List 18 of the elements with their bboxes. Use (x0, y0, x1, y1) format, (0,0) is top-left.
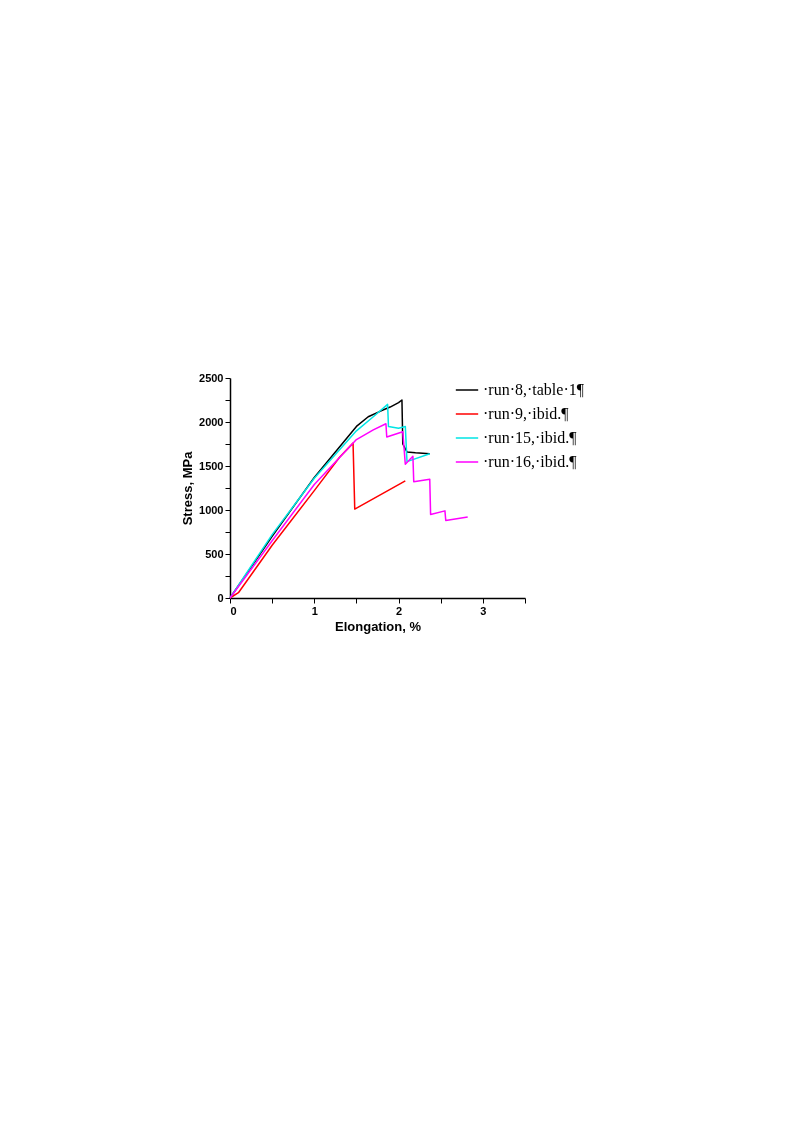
y-axis-title: Stress, MPa (180, 450, 196, 526)
x-tick-label: 3 (480, 604, 487, 617)
y-tick-label: 2500 (199, 371, 224, 384)
y-tick-label: 500 (205, 547, 224, 560)
y-tick-label: 1000 (199, 503, 224, 516)
line-series (229, 423, 469, 599)
x-axis-title: Elongation, % (335, 618, 422, 634)
legend-label: ·run·15,·ibid.¶ (483, 429, 578, 446)
y-tick-label: 1500 (199, 459, 224, 472)
y-tick-label: 0 (217, 591, 224, 604)
legend-label: ·run·8,·table·1¶ (483, 381, 585, 398)
legend-label: ·run·16,·ibid.¶ (483, 453, 578, 470)
x-tick-label: 2 (396, 604, 403, 617)
x-tick-label: 1 (311, 604, 318, 617)
line-series (229, 442, 407, 599)
y-tick-label: 2000 (199, 415, 224, 428)
x-tick-label: 0 (230, 604, 237, 617)
legend-label: ·run·9,·ibid.¶ (483, 405, 570, 422)
